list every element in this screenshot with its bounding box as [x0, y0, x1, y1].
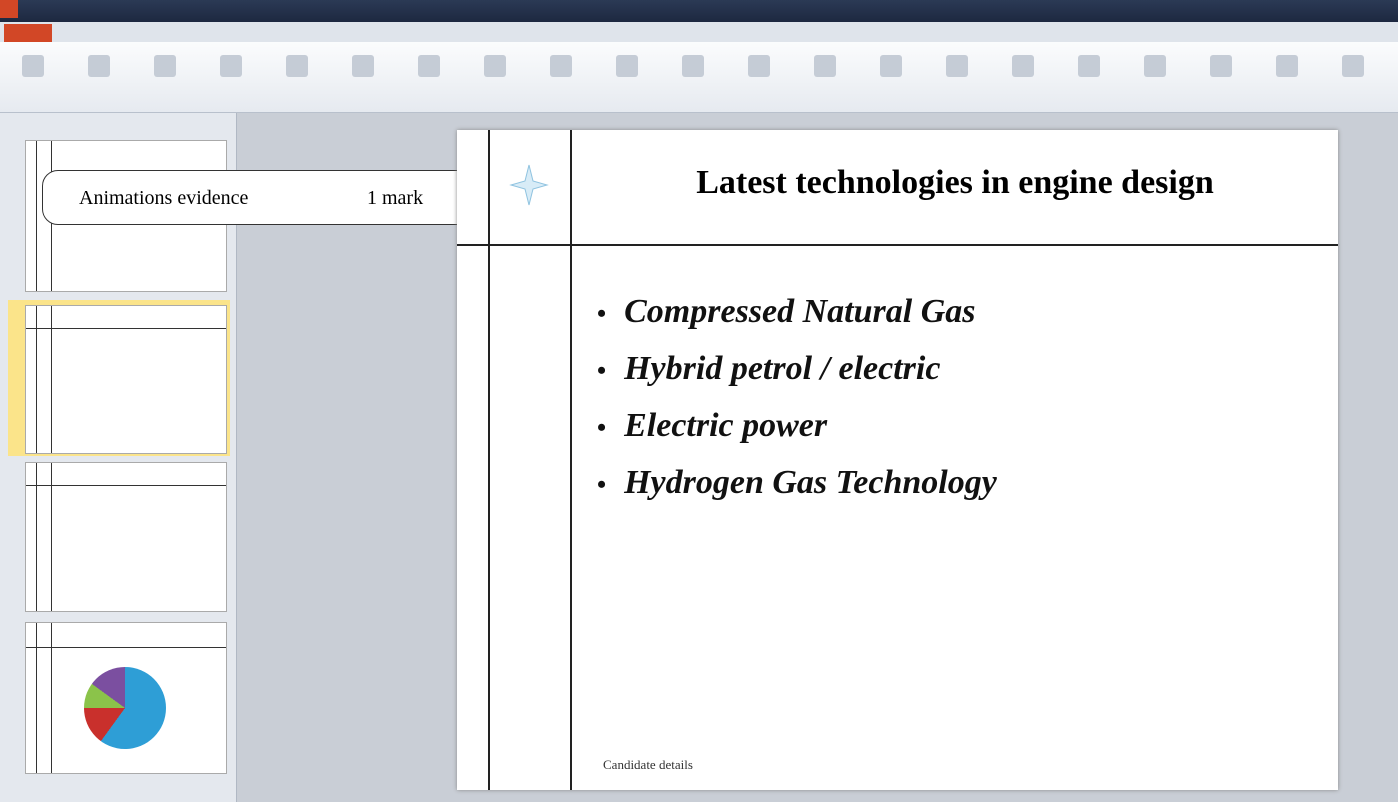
- ribbon-button[interactable]: [1012, 55, 1034, 77]
- ribbon-button[interactable]: [880, 55, 902, 77]
- ribbon-button[interactable]: [352, 55, 374, 77]
- ribbon-button[interactable]: [748, 55, 770, 77]
- ribbon-button[interactable]: [946, 55, 968, 77]
- ribbon-button[interactable]: [1276, 55, 1298, 77]
- ribbon-tabs: [0, 22, 1398, 42]
- bullet: • Hydrogen Gas Technology: [597, 464, 997, 502]
- bullet: • Hybrid petrol / electric: [597, 350, 940, 388]
- ribbon-button[interactable]: [220, 55, 242, 77]
- ribbon-button[interactable]: [418, 55, 440, 77]
- pie-thumbnail: [84, 667, 166, 749]
- slide-thumbnail[interactable]: [25, 305, 227, 454]
- ribbon-button[interactable]: [1342, 55, 1364, 77]
- star-icon: [509, 163, 549, 207]
- ribbon-button[interactable]: [616, 55, 638, 77]
- ribbon-button[interactable]: [1210, 55, 1232, 77]
- bullet-text: Compressed Natural Gas: [624, 293, 975, 330]
- slide-footer: Candidate details: [603, 757, 693, 773]
- bullet-dot: •: [597, 470, 606, 499]
- powerpoint-window: Animations evidence 1 mark Latest techno…: [0, 0, 1398, 802]
- bullet-dot: •: [597, 413, 606, 442]
- bullet-text: Hybrid petrol / electric: [624, 350, 940, 387]
- bullet: • Compressed Natural Gas: [597, 293, 975, 331]
- bullet-text: Electric power: [624, 407, 827, 444]
- ribbon-button[interactable]: [22, 55, 44, 77]
- ribbon-button[interactable]: [154, 55, 176, 77]
- callout-box: Animations evidence 1 mark: [42, 170, 482, 225]
- ribbon-button[interactable]: [1144, 55, 1166, 77]
- callout-label: Animations evidence: [79, 187, 248, 210]
- file-tab[interactable]: [4, 24, 52, 42]
- slide-thumbnail[interactable]: [25, 622, 227, 774]
- bullet: • Electric power: [597, 407, 827, 445]
- bullet-text: Hydrogen Gas Technology: [624, 464, 997, 501]
- ribbon-button[interactable]: [484, 55, 506, 77]
- ribbon: [0, 42, 1398, 113]
- ribbon-button[interactable]: [1078, 55, 1100, 77]
- bullet-dot: •: [597, 299, 606, 328]
- ribbon-button[interactable]: [88, 55, 110, 77]
- title-bar: [0, 0, 1398, 22]
- bullet-dot: •: [597, 356, 606, 385]
- slide-thumbnail[interactable]: [25, 462, 227, 612]
- callout-mark: 1 mark: [367, 187, 423, 210]
- app-icon[interactable]: [0, 0, 18, 18]
- ribbon-button[interactable]: [682, 55, 704, 77]
- ribbon-button[interactable]: [286, 55, 308, 77]
- ribbon-button[interactable]: [814, 55, 836, 77]
- slide-title: Latest technologies in engine design: [572, 164, 1338, 202]
- ribbon-button[interactable]: [550, 55, 572, 77]
- slide: Latest technologies in engine design • Co…: [457, 130, 1338, 790]
